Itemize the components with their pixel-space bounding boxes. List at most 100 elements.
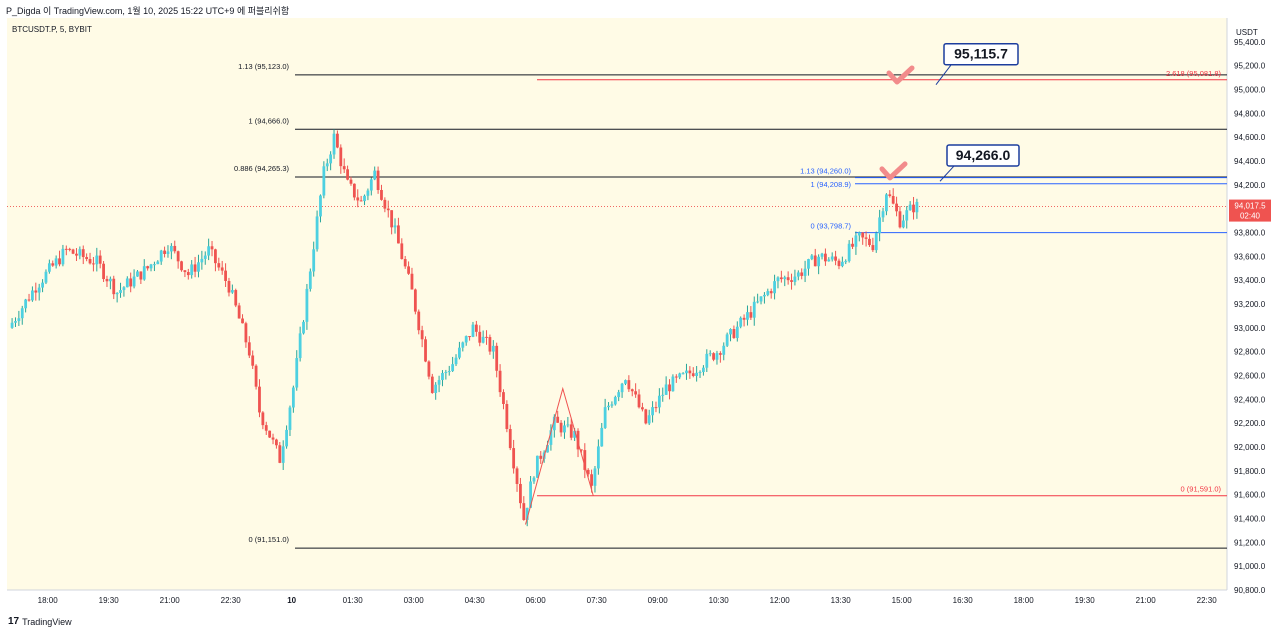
candle-body xyxy=(112,278,116,295)
candle-body xyxy=(539,455,543,459)
candle-body xyxy=(522,503,526,520)
candle-body xyxy=(651,407,654,416)
candle-body xyxy=(115,292,119,295)
time-tick-label: 12:00 xyxy=(770,596,791,605)
candle-body xyxy=(359,200,363,202)
candlestick-chart[interactable]: BTCUSDT.P, 5, BYBIT USDT 90,800.0 91,000.0… xyxy=(0,18,1280,611)
candle-body xyxy=(688,370,692,374)
candle-body xyxy=(122,287,126,291)
candle-body xyxy=(319,195,322,217)
candle-body xyxy=(583,450,587,470)
candle-body xyxy=(285,429,288,447)
candle-body xyxy=(898,211,902,228)
zigzag-drawing[interactable] xyxy=(525,386,594,525)
price-callout-box[interactable] xyxy=(946,144,1020,167)
candle-body xyxy=(41,282,44,288)
candle-body xyxy=(308,271,312,289)
candle-body xyxy=(681,373,685,375)
candle-body xyxy=(85,257,89,260)
candle-body xyxy=(298,333,302,359)
candle-body xyxy=(613,397,617,405)
candle-body xyxy=(64,248,68,250)
candle-body xyxy=(458,347,461,358)
candle-body xyxy=(241,318,244,324)
time-axis[interactable]: 18:00 19:30 21:00 22:30 10 01:30 03:00 04:30 06:… xyxy=(38,596,1218,605)
time-tick-label: 01:30 xyxy=(343,596,364,605)
candle-body xyxy=(668,384,671,392)
price-tick-label: 91,600.0 xyxy=(1234,491,1266,500)
candle-body xyxy=(51,263,55,266)
candle-body xyxy=(186,272,190,276)
fib-retracement-lines[interactable]: 1.13 (95,123.0) 1 (94,666.0) 0.886 (94,265… xyxy=(7,62,1227,549)
candle-body xyxy=(603,407,607,428)
candle-body xyxy=(864,237,868,239)
candle-body xyxy=(674,376,678,378)
candle-body xyxy=(630,389,634,392)
candle-body xyxy=(247,342,251,356)
candle-body xyxy=(593,468,597,486)
candle-body xyxy=(718,353,722,355)
time-tick-label: 22:30 xyxy=(221,596,242,605)
candle-body xyxy=(420,330,424,340)
candle-body xyxy=(207,246,211,256)
candle-body xyxy=(857,232,861,236)
price-tick-label: 92,600.0 xyxy=(1234,372,1266,381)
candle-body xyxy=(54,258,58,266)
candle-body xyxy=(786,277,790,281)
candle-body xyxy=(840,261,844,267)
price-tick-label: 90,800.0 xyxy=(1234,586,1266,595)
candle-body xyxy=(793,276,797,282)
candle-body xyxy=(441,373,444,381)
candle-body xyxy=(424,339,427,362)
candle-body xyxy=(102,263,105,280)
candle-body xyxy=(119,290,122,293)
price-tick-label: 92,200.0 xyxy=(1234,419,1266,428)
candle-body xyxy=(488,337,492,352)
candle-body xyxy=(885,194,888,212)
candle-body xyxy=(556,416,560,423)
candle-body xyxy=(132,276,136,287)
price-tick-label: 92,400.0 xyxy=(1234,395,1266,404)
candle-body xyxy=(34,290,38,293)
candle-body xyxy=(325,163,329,167)
time-tick-label: 13:30 xyxy=(831,596,852,605)
chart-overlay: 94,017.502:40 xyxy=(1229,199,1271,222)
candle-body xyxy=(878,217,882,234)
candle-body xyxy=(312,249,316,272)
candle-body xyxy=(830,256,834,260)
candle-body xyxy=(759,296,763,302)
candle-body xyxy=(75,253,78,256)
tradingview-logo[interactable]: 17 TradingView xyxy=(8,616,72,627)
price-tick-label: 93,600.0 xyxy=(1234,252,1266,261)
fib-level-label: 0 (91,151.0) xyxy=(249,535,290,544)
candle-body xyxy=(230,290,234,293)
candle-body xyxy=(227,280,231,293)
candle-body xyxy=(586,469,590,475)
candle-body xyxy=(390,210,394,228)
candle-body xyxy=(600,427,604,447)
candle-body xyxy=(261,412,265,426)
candle-body xyxy=(712,353,715,360)
price-tick-label: 93,000.0 xyxy=(1234,324,1266,333)
candle-body xyxy=(573,430,577,438)
price-tick-label: 95,000.0 xyxy=(1234,86,1266,95)
candle-body xyxy=(773,281,776,294)
candle-body xyxy=(373,170,377,180)
candle-body xyxy=(17,318,21,322)
candle-body xyxy=(44,271,48,283)
candle-body xyxy=(71,249,75,254)
chart-plot-area[interactable] xyxy=(7,18,1227,590)
time-tick-label: 22:30 xyxy=(1197,596,1218,605)
bar-countdown: 02:40 xyxy=(1240,212,1261,221)
candle-body xyxy=(474,324,478,332)
candle-body xyxy=(169,245,173,252)
price-callout-box[interactable] xyxy=(943,42,1019,66)
drawings[interactable]: 95,115.7 94,266.0 xyxy=(525,42,1020,525)
candle-body xyxy=(617,392,621,398)
candle-body xyxy=(776,277,780,282)
candle-body xyxy=(844,261,848,263)
candle-body xyxy=(847,243,851,262)
price-axis[interactable]: USDT 90,800.0 91,000.0 91,200.0 91,400.0 91,6… xyxy=(1234,28,1266,595)
candle-body xyxy=(125,278,129,288)
candle-body xyxy=(139,271,143,280)
